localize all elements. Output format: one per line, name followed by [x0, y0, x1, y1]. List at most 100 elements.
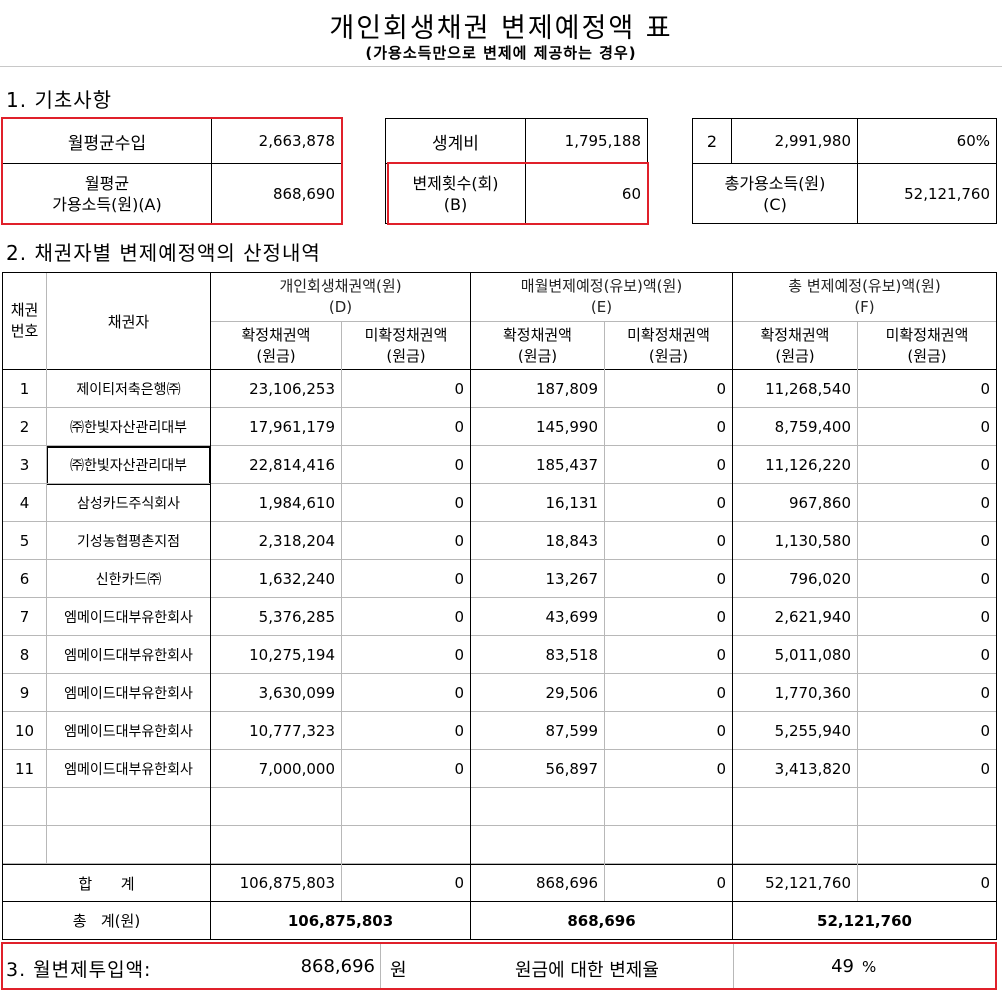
cell-f-unconfirmed[interactable]: 0	[980, 608, 990, 626]
misc-value[interactable]: 2,991,980	[774, 132, 851, 150]
cell-no[interactable]: 7	[19, 608, 30, 626]
cell-f-unconfirmed[interactable]: 0	[980, 646, 990, 664]
cell-creditor[interactable]: 기성농협평촌지점	[76, 534, 181, 550]
cell-e-confirmed[interactable]: 13,267	[545, 570, 599, 588]
sum-f-confirmed[interactable]: 52,121,760	[765, 874, 851, 892]
misc-percent[interactable]: 60%	[956, 132, 990, 150]
cell-creditor[interactable]: 엠메이드대부유한회사	[64, 724, 193, 740]
cell-d-unconfirmed[interactable]: 0	[454, 684, 464, 702]
monthly-input-value[interactable]: 868,696	[300, 956, 375, 977]
sum-d-confirmed[interactable]: 106,875,803	[239, 874, 335, 892]
cell-no[interactable]: 1	[19, 380, 30, 398]
cell-f-unconfirmed[interactable]: 0	[980, 722, 990, 740]
cell-e-confirmed[interactable]: 56,897	[545, 760, 599, 778]
living-cost-value[interactable]: 1,795,188	[564, 132, 641, 150]
cell-no[interactable]: 2	[19, 418, 30, 436]
cell-f-confirmed[interactable]: 5,255,940	[774, 722, 851, 740]
cell-no[interactable]: 8	[19, 646, 30, 664]
cell-creditor[interactable]: 엠메이드대부유한회사	[64, 610, 193, 626]
cell-d-confirmed[interactable]: 22,814,416	[249, 456, 335, 474]
cell-d-unconfirmed[interactable]: 0	[454, 456, 464, 474]
cell-creditor[interactable]: 엠메이드대부유한회사	[64, 648, 193, 664]
cell-d-unconfirmed[interactable]: 0	[454, 494, 464, 512]
cell-f-confirmed[interactable]: 967,860	[788, 494, 851, 512]
cell-d-confirmed[interactable]: 10,777,323	[249, 722, 335, 740]
cell-e-confirmed[interactable]: 16,131	[545, 494, 599, 512]
cell-e-confirmed[interactable]: 83,518	[545, 646, 599, 664]
cell-f-confirmed[interactable]: 5,011,080	[774, 646, 851, 664]
cell-f-unconfirmed[interactable]: 0	[980, 494, 990, 512]
cell-f-unconfirmed[interactable]: 0	[980, 456, 990, 474]
cell-e-unconfirmed[interactable]: 0	[716, 722, 726, 740]
cell-f-confirmed[interactable]: 796,020	[788, 570, 851, 588]
cell-d-confirmed[interactable]: 1,632,240	[258, 570, 335, 588]
cell-no[interactable]: 5	[19, 532, 30, 550]
cell-f-unconfirmed[interactable]: 0	[980, 760, 990, 778]
cell-f-unconfirmed[interactable]: 0	[980, 418, 990, 436]
cell-no[interactable]: 3	[19, 456, 30, 474]
cell-creditor[interactable]: ㈜한빛자산관리대부	[69, 420, 188, 436]
cell-e-unconfirmed[interactable]: 0	[716, 608, 726, 626]
repayment-rate-value[interactable]: 49	[831, 956, 854, 977]
cell-d-unconfirmed[interactable]: 0	[454, 646, 464, 664]
cell-creditor[interactable]: 신한카드㈜	[95, 572, 162, 588]
cell-e-confirmed[interactable]: 187,809	[535, 380, 598, 398]
cell-creditor[interactable]: 삼성카드주식회사	[76, 496, 181, 512]
cell-f-confirmed[interactable]: 1,770,360	[774, 684, 851, 702]
cell-no[interactable]: 4	[19, 494, 30, 512]
cell-d-unconfirmed[interactable]: 0	[454, 418, 464, 436]
cell-f-confirmed[interactable]: 3,413,820	[774, 760, 851, 778]
cell-f-unconfirmed[interactable]: 0	[980, 532, 990, 550]
cell-e-confirmed[interactable]: 145,990	[535, 418, 598, 436]
cell-d-confirmed[interactable]: 3,630,099	[258, 684, 335, 702]
cell-no[interactable]: 6	[19, 570, 30, 588]
cell-d-unconfirmed[interactable]: 0	[454, 760, 464, 778]
cell-d-unconfirmed[interactable]: 0	[454, 532, 464, 550]
cell-f-confirmed[interactable]: 1,130,580	[774, 532, 851, 550]
cell-f-unconfirmed[interactable]: 0	[980, 684, 990, 702]
cell-f-unconfirmed[interactable]: 0	[980, 570, 990, 588]
cell-e-unconfirmed[interactable]: 0	[716, 380, 726, 398]
cell-creditor[interactable]: 엠메이드대부유한회사	[64, 686, 193, 702]
cell-e-unconfirmed[interactable]: 0	[716, 570, 726, 588]
cell-creditor[interactable]: ㈜한빛자산관리대부	[69, 458, 188, 474]
cell-f-confirmed[interactable]: 8,759,400	[774, 418, 851, 436]
cell-d-confirmed[interactable]: 1,984,610	[258, 494, 335, 512]
cell-d-confirmed[interactable]: 10,275,194	[249, 646, 335, 664]
cell-e-unconfirmed[interactable]: 0	[716, 456, 726, 474]
repay-count-value[interactable]: 60	[621, 184, 641, 203]
monthly-income-value[interactable]: 2,663,878	[258, 132, 335, 150]
total-e[interactable]: 868,696	[567, 911, 636, 930]
total-d[interactable]: 106,875,803	[287, 911, 394, 930]
sum-e-confirmed[interactable]: 868,696	[535, 874, 598, 892]
cell-d-confirmed[interactable]: 23,106,253	[249, 380, 335, 398]
cell-d-unconfirmed[interactable]: 0	[454, 722, 464, 740]
cell-e-confirmed[interactable]: 185,437	[535, 456, 598, 474]
cell-d-unconfirmed[interactable]: 0	[454, 608, 464, 626]
total-f[interactable]: 52,121,760	[817, 911, 912, 930]
cell-f-confirmed[interactable]: 11,126,220	[765, 456, 851, 474]
cell-no[interactable]: 10	[14, 722, 35, 740]
cell-e-unconfirmed[interactable]: 0	[716, 646, 726, 664]
cell-d-confirmed[interactable]: 5,376,285	[258, 608, 335, 626]
cell-f-confirmed[interactable]: 2,621,940	[774, 608, 851, 626]
cell-f-confirmed[interactable]: 11,268,540	[765, 380, 851, 398]
cell-e-unconfirmed[interactable]: 0	[716, 684, 726, 702]
sum-f-unconfirmed[interactable]: 0	[980, 874, 990, 892]
cell-e-confirmed[interactable]: 43,699	[545, 608, 599, 626]
cell-e-confirmed[interactable]: 18,843	[545, 532, 599, 550]
cell-d-confirmed[interactable]: 17,961,179	[249, 418, 335, 436]
monthly-available-value[interactable]: 868,690	[272, 184, 335, 203]
cell-d-unconfirmed[interactable]: 0	[454, 380, 464, 398]
cell-e-unconfirmed[interactable]: 0	[716, 532, 726, 550]
cell-f-unconfirmed[interactable]: 0	[980, 380, 990, 398]
cell-e-unconfirmed[interactable]: 0	[716, 494, 726, 512]
cell-creditor[interactable]: 제이티저축은행㈜	[76, 382, 181, 398]
total-available-value[interactable]: 52,121,760	[904, 184, 990, 203]
cell-no[interactable]: 11	[14, 760, 35, 778]
cell-creditor[interactable]: 엠메이드대부유한회사	[64, 762, 193, 778]
cell-d-confirmed[interactable]: 2,318,204	[258, 532, 335, 550]
sum-d-unconfirmed[interactable]: 0	[454, 874, 464, 892]
sum-e-unconfirmed[interactable]: 0	[716, 874, 726, 892]
cell-e-confirmed[interactable]: 29,506	[545, 684, 599, 702]
